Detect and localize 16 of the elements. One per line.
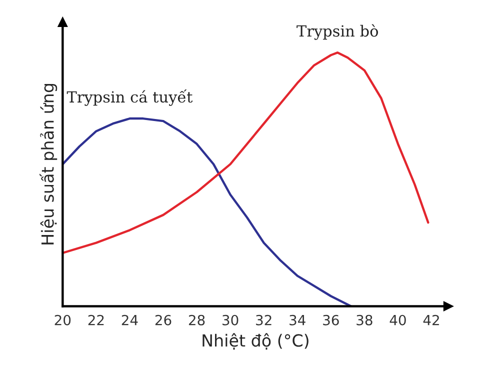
x-tick-label: 34 bbox=[290, 314, 306, 326]
x-tick-label: 30 bbox=[222, 314, 238, 326]
series-label: Trypsin cá tuyết bbox=[66, 90, 193, 106]
x-tick-label: 26 bbox=[155, 314, 172, 326]
y-axis-title: Hiệu suất phản ứng bbox=[40, 84, 58, 244]
x-tick-label: 40 bbox=[390, 314, 406, 326]
x-tick-label: 28 bbox=[188, 314, 205, 326]
x-tick-label: 38 bbox=[356, 314, 372, 326]
series-label: Trypsin bò bbox=[296, 24, 378, 40]
x-tick-label: 24 bbox=[122, 314, 138, 326]
x-tick-label: 22 bbox=[88, 314, 104, 326]
x-tick-label: 42 bbox=[423, 314, 439, 326]
x-tick-label: 32 bbox=[256, 314, 272, 326]
x-axis-title: Nhiệt độ (°C) bbox=[202, 333, 308, 350]
x-tick-label: 36 bbox=[323, 314, 339, 326]
x-tick-label: 20 bbox=[54, 314, 71, 326]
